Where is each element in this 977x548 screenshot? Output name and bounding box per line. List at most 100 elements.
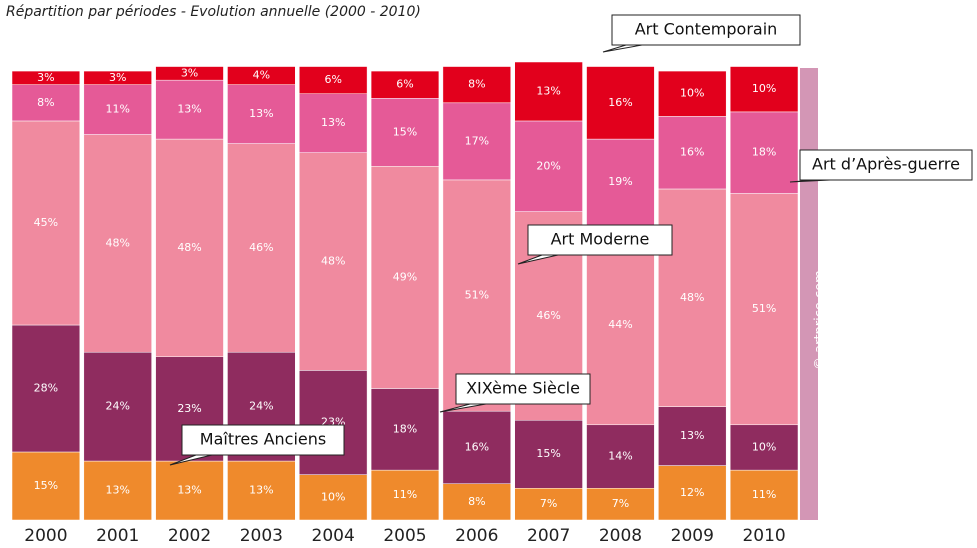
bar-segment [442, 483, 511, 521]
bar-segment [83, 460, 152, 521]
data-label: 10% [680, 87, 704, 100]
legend-label: Art Contemporain [635, 20, 778, 39]
data-label: 28% [34, 381, 58, 394]
bar-segment [514, 419, 583, 489]
data-label: 13% [321, 116, 345, 129]
data-label: 17% [465, 134, 489, 147]
data-label: 13% [249, 107, 273, 120]
callout-box [789, 149, 973, 183]
bar-segment [227, 143, 296, 353]
data-label: 16% [608, 96, 632, 109]
data-label: 12% [680, 486, 704, 499]
bar-segment [83, 351, 152, 462]
data-label: 49% [393, 270, 417, 283]
bar-segment [729, 66, 799, 113]
bar-segment [83, 70, 152, 85]
data-label: 10% [321, 490, 345, 503]
callout-box [602, 14, 801, 53]
callout-box [169, 424, 345, 466]
bar-segment [442, 410, 511, 484]
data-label: 3% [109, 71, 126, 84]
bar-segment [83, 134, 152, 353]
bar-segment [155, 138, 224, 358]
data-label: 18% [393, 422, 417, 435]
data-label: 10% [752, 82, 776, 95]
bar-segment [11, 324, 81, 453]
data-label: 13% [680, 429, 704, 442]
data-label: 16% [680, 146, 704, 159]
watermark: © artprice.com [813, 270, 828, 370]
x-tick-label: 2002 [168, 526, 211, 546]
data-label: 13% [106, 484, 130, 497]
bar-segment [658, 70, 727, 117]
bar-segment [227, 66, 296, 85]
data-label: 7% [612, 497, 629, 510]
data-label: 11% [106, 103, 130, 116]
data-label: 20% [536, 159, 560, 172]
bar-segment [658, 465, 727, 521]
data-label: 6% [396, 78, 413, 91]
data-label: 13% [536, 84, 560, 97]
data-label: 13% [177, 103, 201, 116]
data-label: 6% [324, 73, 341, 86]
data-label: 19% [608, 175, 632, 188]
bar-segment [729, 469, 799, 521]
data-label: 4% [253, 69, 270, 82]
x-tick-label: 2005 [383, 526, 426, 546]
data-label: 51% [465, 289, 489, 302]
data-label: 48% [177, 241, 201, 254]
bar-segment [155, 460, 224, 521]
bar-segment [299, 93, 368, 153]
data-label: 7% [540, 497, 557, 510]
data-label: 46% [249, 241, 273, 254]
bar-segment [729, 193, 799, 426]
bar-segment [370, 469, 440, 521]
data-label: 15% [393, 125, 417, 138]
x-tick-label: 2000 [24, 526, 67, 546]
bar-segment [514, 120, 583, 212]
x-tick-label: 2010 [742, 526, 785, 546]
data-label: 8% [37, 96, 54, 109]
data-label: 24% [249, 400, 273, 413]
bar-segment [370, 166, 440, 389]
data-label: 44% [608, 318, 632, 331]
bar-segment [586, 138, 655, 226]
bar-segment [155, 66, 224, 81]
bar-segment [370, 388, 440, 471]
bar-segment [370, 70, 440, 99]
bar-segment [299, 474, 368, 521]
bar-segment [729, 111, 799, 194]
data-label: 14% [608, 450, 632, 463]
data-label: 23% [177, 402, 201, 415]
data-label: 3% [37, 71, 54, 84]
bar-segment [658, 406, 727, 466]
bar-segment [299, 152, 368, 371]
data-label: 8% [468, 78, 485, 91]
bar-segment [11, 84, 81, 122]
bar-segment [442, 179, 511, 412]
data-label: 13% [177, 484, 201, 497]
bar-segment [658, 116, 727, 190]
data-label: 11% [752, 488, 776, 501]
bar-segment [442, 66, 511, 104]
data-label: 13% [249, 484, 273, 497]
data-label: 18% [752, 146, 776, 159]
bar-segment [729, 424, 799, 471]
bar-segment [299, 66, 368, 94]
bar-segment [586, 424, 655, 489]
data-label: 24% [106, 400, 130, 413]
data-label: 15% [536, 447, 560, 460]
legend-label: Art Moderne [551, 230, 650, 249]
data-label: 11% [393, 488, 417, 501]
bar-segment [586, 224, 655, 426]
data-label: 3% [181, 66, 198, 79]
x-tick-label: 2006 [455, 526, 498, 546]
legend-label: Maîtres Anciens [200, 430, 326, 449]
x-tick-label: 2007 [527, 526, 570, 546]
bar-segment [586, 488, 655, 521]
data-label: 16% [465, 440, 489, 453]
x-tick-label: 2008 [599, 526, 642, 546]
data-label: 48% [321, 255, 345, 268]
x-tick-label: 2004 [312, 526, 355, 546]
